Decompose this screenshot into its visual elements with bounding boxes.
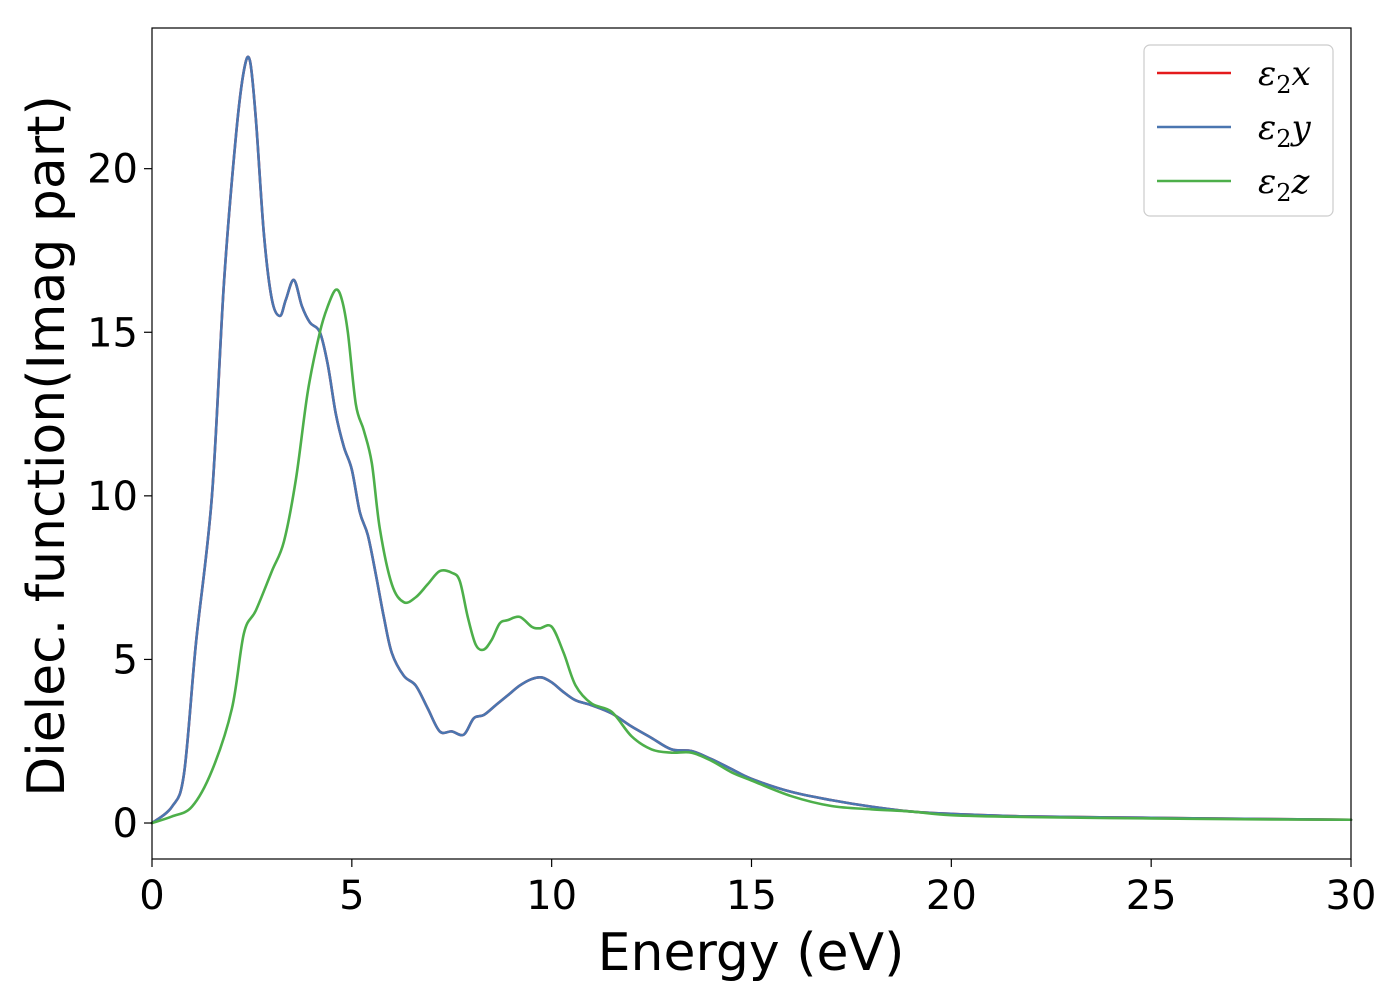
legend-label: ε2z [1258, 162, 1311, 207]
legend: ε2x ε2y ε2z [1143, 44, 1334, 217]
series-layer [150, 55, 1353, 825]
y-tick-label: 15 [87, 310, 138, 356]
y-tick-label: 0 [113, 801, 138, 847]
x-tick-label: 5 [339, 873, 364, 919]
x-tick-label: 20 [926, 873, 977, 919]
x-tick-label: 0 [139, 873, 164, 919]
x-axis-title: Energy (eV) [598, 923, 905, 983]
series-line-y [150, 55, 1353, 825]
y-axis: 0 5 10 15 20 [87, 147, 152, 847]
legend-box [1143, 44, 1334, 217]
y-tick-label: 20 [87, 147, 138, 193]
x-axis: 0 5 10 15 20 25 30 [139, 859, 1376, 919]
x-tick-label: 10 [526, 873, 577, 919]
x-tick-label: 25 [1126, 873, 1177, 919]
legend-label: ε2x [1258, 54, 1311, 99]
x-tick-label: 30 [1326, 873, 1377, 919]
y-tick-label: 10 [87, 474, 138, 520]
legend-label: ε2y [1258, 108, 1312, 153]
series-line-z [150, 288, 1353, 825]
x-tick-label: 15 [726, 873, 777, 919]
y-tick-label: 5 [113, 637, 138, 683]
y-axis-title: Dielec. function(Imag part) [17, 95, 77, 797]
